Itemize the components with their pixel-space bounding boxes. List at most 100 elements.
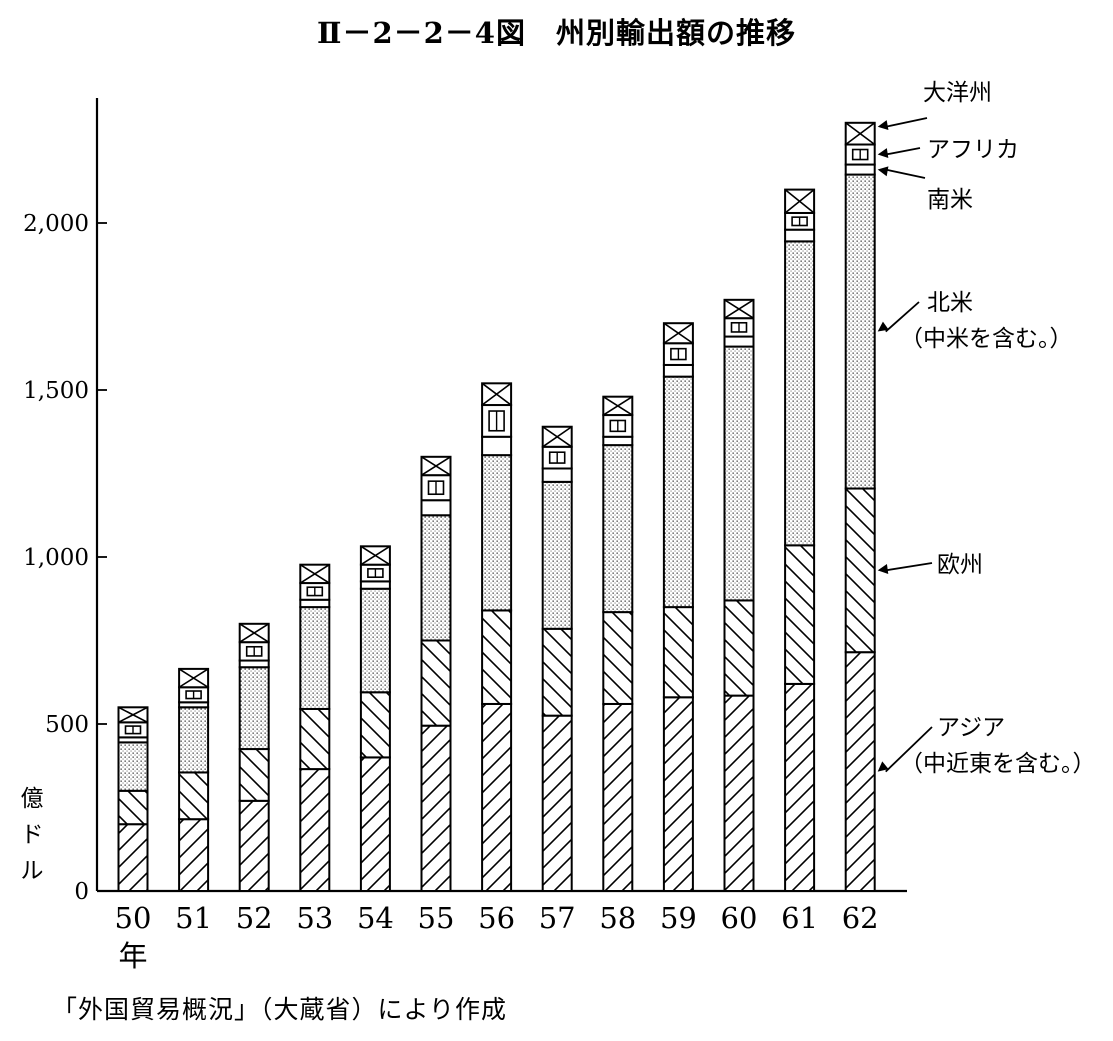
bar-segment-hatch-back xyxy=(481,609,513,705)
x-tick-label: 51 xyxy=(175,901,212,935)
x-tick-label: 52 xyxy=(236,901,273,935)
bar-segment-cross xyxy=(844,121,876,146)
chart-title: Ⅱ－2－2－4図 州別輸出額の推移 xyxy=(317,16,796,50)
bar-segment-rect xyxy=(420,514,452,642)
y-tick-label: 500 xyxy=(45,712,89,738)
bar-segment-rect xyxy=(117,741,149,792)
x-tick-label: 56 xyxy=(478,901,515,935)
bar-segment-rect xyxy=(602,444,634,614)
bar-segment-box xyxy=(117,721,149,739)
legend-arrow-head xyxy=(877,166,889,177)
bar-segment-rect xyxy=(359,691,391,759)
bar-segment-blank xyxy=(238,659,270,669)
x-tick-label: 58 xyxy=(599,901,636,935)
bar-segment-box xyxy=(723,317,755,338)
legend-label: （中近東を含む。） xyxy=(900,751,1096,777)
legend-arrow-head xyxy=(877,761,889,772)
bar-segment-rect xyxy=(784,544,816,685)
bar-segment-box xyxy=(238,641,270,662)
bar-segment-rect xyxy=(238,666,270,751)
bar-segment-rect xyxy=(238,748,270,802)
bar-segment-rect xyxy=(359,756,391,893)
bar-segment-hatch-fwd xyxy=(238,799,270,893)
legend-entry: 北米 （中米を含む。） xyxy=(877,290,1073,352)
bar-segment-box xyxy=(541,445,573,470)
legend-arrow-head xyxy=(877,148,889,158)
bar-segment-dots xyxy=(420,514,452,642)
legend-label: アフリカ xyxy=(927,137,1019,163)
bar-segment-rect xyxy=(723,599,755,697)
y-axis-unit-label: ド xyxy=(21,822,44,848)
bar-segment-rect xyxy=(420,639,452,727)
bar-segment-hatch-back xyxy=(541,627,573,717)
bar-segment-rect xyxy=(481,435,513,457)
bar-segment-cross-mark xyxy=(784,188,815,214)
bar-segment-blank xyxy=(481,435,513,457)
bar-segment-hatch-fwd xyxy=(844,651,876,892)
bar-segment-blank xyxy=(359,580,391,590)
bar-segment-rect xyxy=(844,487,876,654)
y-axis-unit-label: 億 xyxy=(21,786,44,812)
legend-arrow-line xyxy=(885,147,921,156)
bar-segment-cross xyxy=(602,395,634,417)
bar-segment-cross-mark xyxy=(845,122,876,146)
bar-segment-hatch-fwd xyxy=(602,702,634,893)
bar-segment-rect xyxy=(178,706,210,774)
bar-segment-cross xyxy=(481,382,513,407)
bar-segment-rect xyxy=(359,587,391,694)
legend-entry: 大洋州 xyxy=(877,80,992,130)
bar-segment-cross xyxy=(662,322,694,345)
bar-segment-rect xyxy=(178,818,210,892)
legend-arrow-line xyxy=(885,117,928,128)
bar-segment-rect xyxy=(299,598,331,609)
bar-segment-rect xyxy=(602,702,634,893)
bar-segment-cross-mark xyxy=(299,564,330,584)
x-tick-label: 50 xyxy=(115,901,152,935)
x-tick-label: 57 xyxy=(539,901,576,935)
bar-segment-dots xyxy=(178,706,210,774)
x-tick-label: 54 xyxy=(357,901,394,935)
bar-segment-cross xyxy=(178,667,210,689)
bar-segment-cross-mark xyxy=(542,426,573,448)
bar-segment-dots xyxy=(844,173,876,490)
bar-segment-hatch-fwd xyxy=(178,818,210,892)
x-tick-label: 53 xyxy=(296,901,333,935)
bar-segment-rect xyxy=(541,480,573,630)
bar-segment-dots xyxy=(238,666,270,751)
bar-segment-rect xyxy=(299,606,331,710)
bar-segment-rect xyxy=(844,173,876,490)
bar-segment-blank xyxy=(299,598,331,609)
legend-arrow-line xyxy=(885,301,920,333)
x-tick-label: 62 xyxy=(842,901,879,935)
x-tick-label: 60 xyxy=(721,901,758,935)
legend-entry: アジア （中近東を含む。） xyxy=(877,715,1096,777)
bar-segment-box xyxy=(178,686,210,704)
legend-arrow-line xyxy=(885,562,933,572)
legend-arrow-head xyxy=(877,321,889,332)
bar-segment-box xyxy=(784,211,816,231)
bar-segment-hatch-back xyxy=(784,544,816,685)
legend-entry: 欧州 xyxy=(877,552,983,578)
legend-arrow-line xyxy=(885,168,926,179)
bar-segment-hatch-fwd xyxy=(784,682,816,892)
bar-segment-hatch-back xyxy=(662,606,694,699)
bar-segment-box xyxy=(481,404,513,438)
bar-segment-cross xyxy=(359,545,391,566)
bar-segment-hatch-back xyxy=(299,707,331,771)
legend-label: 欧州 xyxy=(937,552,983,578)
y-tick-label: 2,000 xyxy=(23,211,89,237)
legend-label: 南米 xyxy=(927,187,973,213)
bar-segment-cross-mark xyxy=(178,668,209,688)
bar-segment-cross-mark xyxy=(421,456,451,476)
y-axis-unit-label: ル xyxy=(21,858,44,884)
bar-segment-box xyxy=(662,342,694,366)
bar-segment-cross xyxy=(420,455,452,477)
bar-segment-rect xyxy=(723,335,755,348)
bar-segment-rect xyxy=(541,714,573,893)
x-tick-label: 61 xyxy=(781,901,818,935)
bar-segment-rect xyxy=(602,611,634,705)
legend-arrow-line xyxy=(885,726,933,773)
bar-segment-dots xyxy=(117,741,149,792)
legend-entry: 南米 xyxy=(877,166,973,213)
